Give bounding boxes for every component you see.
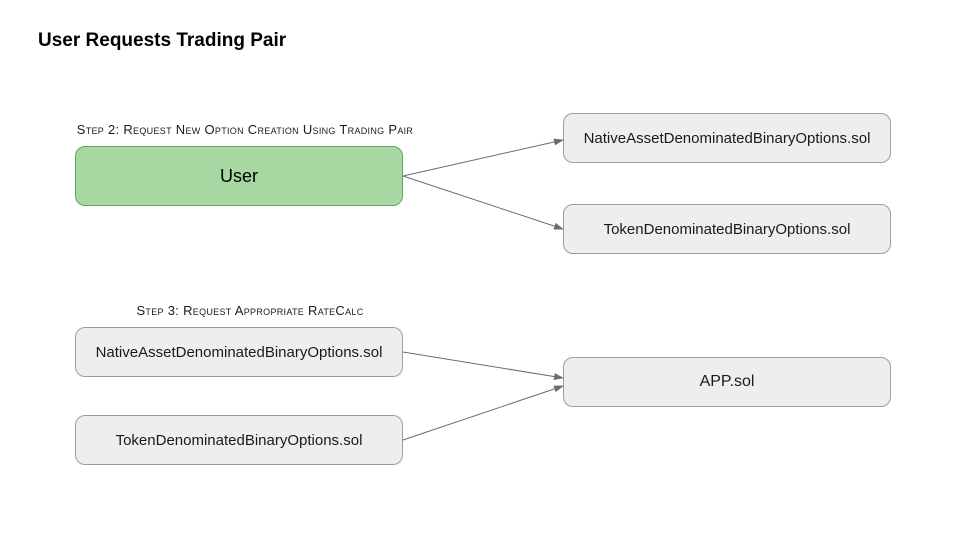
node-step2-token-text: TokenDenominatedBinaryOptions.sol: [604, 221, 851, 238]
node-step2-native: NativeAssetDenominatedBinaryOptions.sol: [563, 113, 891, 163]
node-step2-native-text: NativeAssetDenominatedBinaryOptions.sol: [584, 130, 871, 147]
node-step3-token-text: TokenDenominatedBinaryOptions.sol: [116, 432, 363, 449]
step2-label: Step 2: Request New Option Creation Usin…: [75, 122, 415, 137]
node-user-text: User: [220, 166, 258, 187]
node-step3-native-text: NativeAssetDenominatedBinaryOptions.sol: [96, 344, 383, 361]
node-user: User: [75, 146, 403, 206]
node-step3-native: NativeAssetDenominatedBinaryOptions.sol: [75, 327, 403, 377]
node-step3-token: TokenDenominatedBinaryOptions.sol: [75, 415, 403, 465]
step3-label: Step 3: Request Appropriate RateCalc: [100, 303, 400, 318]
diagram-stage: User Requests Trading Pair Step 2: Reque…: [0, 0, 960, 540]
node-app: APP.sol: [563, 357, 891, 407]
node-step2-token: TokenDenominatedBinaryOptions.sol: [563, 204, 891, 254]
node-app-text: APP.sol: [700, 373, 755, 391]
page-title: User Requests Trading Pair: [38, 30, 286, 52]
